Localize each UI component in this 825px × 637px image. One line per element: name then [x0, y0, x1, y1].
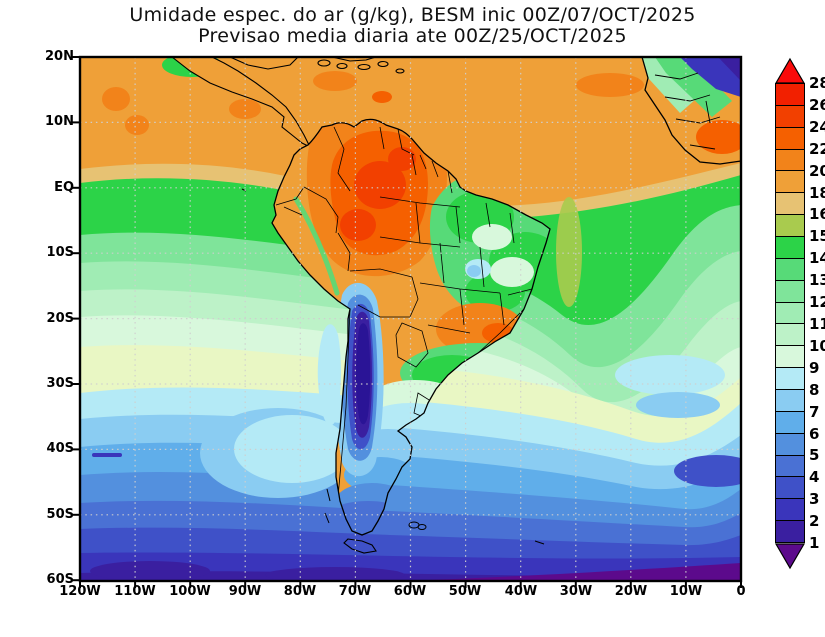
africa — [641, 57, 741, 165]
colorbar-cell — [776, 215, 804, 238]
colorbar-label-24: 24 — [809, 118, 825, 136]
colorbar-label-4: 4 — [809, 468, 820, 486]
ylabel-30S: 30S — [46, 376, 74, 391]
xlabel-80W: 80W — [283, 584, 317, 599]
map-frame — [78, 55, 743, 583]
small-islands — [241, 188, 545, 545]
ylabel-40S: 40S — [46, 441, 74, 456]
colorbar-cell — [776, 390, 804, 412]
xlabel-120W: 120W — [59, 584, 101, 599]
peru-andes-strip — [293, 196, 340, 296]
colorbar-arrow-top — [774, 57, 806, 84]
colorbar-cell — [776, 324, 804, 347]
ylabel-10N: 10N — [45, 114, 74, 129]
xlabel-40W: 40W — [504, 584, 538, 599]
colorbar-cell — [776, 127, 804, 150]
colorbar-label-15: 15 — [809, 227, 825, 245]
tierra-del-fuego — [343, 538, 377, 554]
colorbar-cell — [776, 477, 804, 500]
colorbar-cell — [776, 193, 804, 216]
colorbar-label-14: 14 — [809, 249, 825, 267]
ylabel-10S: 10S — [46, 245, 74, 260]
colorbar-label-10: 10 — [809, 337, 825, 355]
ocean-anomalies — [90, 57, 741, 581]
ylabel-20N: 20N — [45, 49, 74, 64]
colorbar-cell — [776, 258, 804, 281]
colorbar-label-9: 9 — [809, 359, 820, 377]
colorbar-cell — [776, 346, 804, 369]
andes-driest-core — [356, 323, 371, 425]
colorbar-label-2: 2 — [809, 512, 820, 530]
colorbar-label-18: 18 — [809, 184, 825, 202]
xlabel-110W: 110W — [114, 584, 156, 599]
colorbar-label-20: 20 — [809, 162, 825, 180]
colorbar-cell — [776, 368, 804, 391]
xlabel-100W: 100W — [169, 584, 211, 599]
chart-title-line2: Previsao media diaria ate 00Z/25/OCT/202… — [198, 25, 627, 47]
colorbar-label-12: 12 — [809, 293, 825, 311]
colorbar-cell — [776, 84, 804, 106]
xlabel-0: 0 — [736, 584, 746, 599]
xlabel-70W: 70W — [338, 584, 372, 599]
colorbar — [775, 83, 805, 543]
xlabel-10W: 10W — [669, 584, 703, 599]
xlabel-20W: 20W — [614, 584, 648, 599]
colorbar-cell — [776, 499, 804, 522]
colorbar-cell — [776, 411, 804, 434]
colorbar-label-7: 7 — [809, 403, 820, 421]
colorbar-label-3: 3 — [809, 490, 820, 508]
xlabel-50W: 50W — [448, 584, 482, 599]
colorbar-cell — [776, 521, 804, 543]
ylabel-60S: 60S — [46, 572, 74, 587]
colorbar-label-16: 16 — [809, 205, 825, 223]
colorbar-label-5: 5 — [809, 446, 820, 464]
country-borders — [275, 126, 533, 528]
map-canvas — [72, 55, 743, 588]
colorbar-cell — [776, 455, 804, 478]
bottom-purple-sliver — [400, 563, 741, 581]
central-america — [171, 57, 405, 149]
colorbar-label-22: 22 — [809, 140, 825, 158]
axis-ticks — [72, 56, 742, 588]
colorbar-cell — [776, 433, 804, 456]
ylabel-50S: 50S — [46, 507, 74, 522]
colorbar-label-11: 11 — [809, 315, 825, 333]
colorbar-arrow-bottom — [774, 543, 806, 570]
xlabel-30W: 30W — [559, 584, 593, 599]
xlabel-90W: 90W — [228, 584, 262, 599]
ylabel-EQ: EQ — [54, 180, 74, 195]
colorbar-label-26: 26 — [809, 96, 825, 114]
xlabel-60W: 60W — [393, 584, 427, 599]
colorbar-cell — [776, 105, 804, 128]
colorbar-label-6: 6 — [809, 425, 820, 443]
colorbar-label-1: 1 — [809, 534, 820, 552]
colorbar-label-8: 8 — [809, 381, 820, 399]
colorbar-cell — [776, 149, 804, 172]
colorbar-label-28: 28 — [809, 74, 825, 92]
colorbar-label-13: 13 — [809, 271, 825, 289]
colorbar-cell — [776, 171, 804, 194]
colorbar-cell — [776, 280, 804, 303]
ylabel-20S: 20S — [46, 311, 74, 326]
colorbar-cell — [776, 237, 804, 259]
chart-title-line1: Umidade espec. do ar (g/kg), BESM inic 0… — [129, 4, 696, 26]
colorbar-cell — [776, 302, 804, 325]
